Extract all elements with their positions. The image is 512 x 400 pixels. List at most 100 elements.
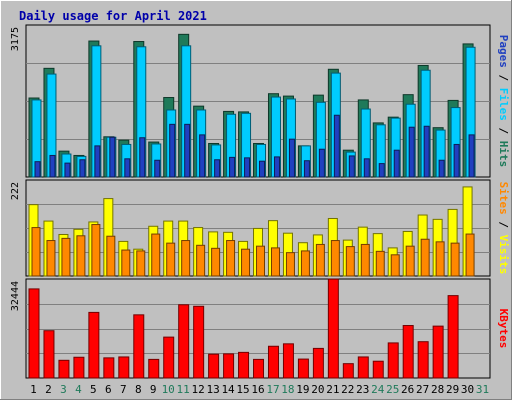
bar-kbytes-day-3 — [58, 359, 70, 379]
bar-sites-day-25 — [390, 254, 400, 277]
bar-pages-day-21 — [333, 114, 340, 178]
bar-sites-day-3 — [61, 237, 71, 277]
bar-sites-day-11 — [181, 240, 191, 277]
legend-separator: / — [497, 121, 510, 141]
bar-pages-day-8 — [139, 137, 146, 178]
bar-sites-day-26 — [405, 245, 415, 277]
panel-top: 3175 Pages / Files / Hits — [10, 24, 510, 178]
legend-item-visits: Visits — [497, 235, 510, 275]
legend-separator: / — [497, 215, 510, 235]
x-tick-label: 2 — [45, 383, 52, 396]
bar-kbytes-day-21 — [327, 278, 339, 379]
bar-kbytes-day-10 — [163, 336, 175, 379]
x-tick-label: 3 — [60, 383, 67, 396]
x-tick-label: 6 — [105, 383, 112, 396]
bar-kbytes-day-11 — [178, 304, 190, 379]
x-tick-label: 20 — [311, 383, 324, 396]
bar-pages-day-29 — [453, 143, 460, 178]
bar-pages-day-23 — [363, 158, 370, 178]
bar-pages-day-25 — [393, 149, 400, 178]
bar-kbytes-day-20 — [312, 347, 324, 379]
bar-pages-day-5 — [94, 145, 101, 178]
bar-pages-day-7 — [124, 158, 131, 178]
x-tick-label: 16 — [251, 383, 264, 396]
bar-pages-day-11 — [184, 123, 191, 178]
bar-sites-day-24 — [375, 250, 385, 277]
x-tick-label: 22 — [341, 383, 354, 396]
bar-pages-day-2 — [49, 154, 56, 178]
bar-sites-day-1 — [31, 227, 41, 277]
bar-pages-day-4 — [79, 159, 86, 178]
bar-sites-day-30 — [465, 233, 475, 277]
x-tick-label: 11 — [177, 383, 190, 396]
bar-pages-day-16 — [259, 160, 266, 178]
bar-pages-day-27 — [423, 125, 430, 178]
x-tick-label: 13 — [206, 383, 219, 396]
y-max-label: 222 — [10, 182, 21, 200]
bar-kbytes-day-28 — [432, 325, 444, 379]
x-tick-label: 17 — [266, 383, 279, 396]
x-tick-label: 26 — [401, 383, 414, 396]
x-tick-label: 24 — [371, 383, 385, 396]
bar-kbytes-day-26 — [402, 325, 414, 379]
bar-pages-day-19 — [303, 160, 310, 178]
x-tick-label: 7 — [120, 383, 127, 396]
bar-sites-day-7 — [121, 249, 131, 277]
legend-item-kbytes: KBytes — [497, 309, 510, 349]
bar-pages-day-15 — [244, 157, 251, 178]
x-tick-label: 28 — [431, 383, 444, 396]
x-tick-label: 15 — [236, 383, 249, 396]
x-tick-label: 1 — [30, 383, 37, 396]
bar-kbytes-day-8 — [133, 314, 145, 379]
bar-kbytes-day-1 — [28, 288, 40, 379]
bar-sites-day-2 — [46, 240, 56, 277]
bar-sites-day-21 — [330, 240, 340, 277]
bar-sites-day-10 — [166, 242, 176, 277]
bar-sites-day-19 — [300, 250, 310, 277]
bar-pages-day-13 — [214, 159, 221, 178]
legend-item-pages: Pages — [497, 35, 510, 68]
bar-kbytes-day-27 — [417, 341, 429, 379]
bar-kbytes-day-18 — [282, 343, 294, 379]
bar-sites-day-13 — [211, 247, 221, 277]
bar-pages-day-20 — [318, 148, 325, 178]
x-tick-label: 31 — [476, 383, 489, 396]
bar-kbytes-day-14 — [223, 353, 235, 379]
bar-pages-day-22 — [348, 155, 355, 178]
panel-middle: 222 Sites / Visits — [10, 179, 510, 277]
bar-kbytes-day-9 — [148, 358, 160, 379]
x-tick-label: 25 — [386, 383, 399, 396]
bar-pages-day-26 — [408, 126, 415, 178]
x-tick-label: 19 — [296, 383, 309, 396]
bar-pages-day-12 — [199, 134, 206, 178]
x-axis-labels: 1 2 3 4 5 6 7 8 9 10 11 12 13 14 15 16 17 18 19 20 21 22 23 24 2… — [30, 383, 489, 396]
bar-kbytes-day-15 — [238, 351, 250, 379]
x-tick-label: 23 — [356, 383, 369, 396]
y-max-label: 32444 — [10, 281, 21, 311]
bar-kbytes-day-7 — [118, 356, 130, 379]
x-tick-label: 12 — [192, 383, 205, 396]
x-tick-label: 9 — [150, 383, 157, 396]
x-tick-label: 18 — [281, 383, 294, 396]
x-tick-label: 8 — [135, 383, 142, 396]
bar-kbytes-day-19 — [297, 358, 309, 379]
bar-pages-day-6 — [109, 136, 116, 178]
x-tick-label: 4 — [75, 383, 82, 396]
bar-sites-day-28 — [435, 241, 445, 277]
legend-separator: / — [497, 68, 510, 88]
legend-item-hits: Hits — [497, 141, 510, 168]
bar-sites-day-29 — [450, 242, 460, 277]
bar-kbytes-day-13 — [208, 353, 220, 379]
bar-kbytes-day-25 — [387, 342, 399, 379]
bar-kbytes-day-24 — [372, 360, 384, 379]
bar-sites-day-14 — [226, 240, 236, 277]
bar-pages-day-10 — [169, 123, 176, 178]
x-tick-label: 14 — [221, 383, 235, 396]
panel-bottom: 32444 KBytes — [10, 278, 510, 379]
x-tick-label: 5 — [90, 383, 97, 396]
bar-pages-day-24 — [378, 163, 385, 178]
bar-pages-day-17 — [273, 156, 280, 178]
bar-kbytes-day-17 — [267, 345, 279, 379]
bar-sites-day-5 — [91, 224, 101, 277]
